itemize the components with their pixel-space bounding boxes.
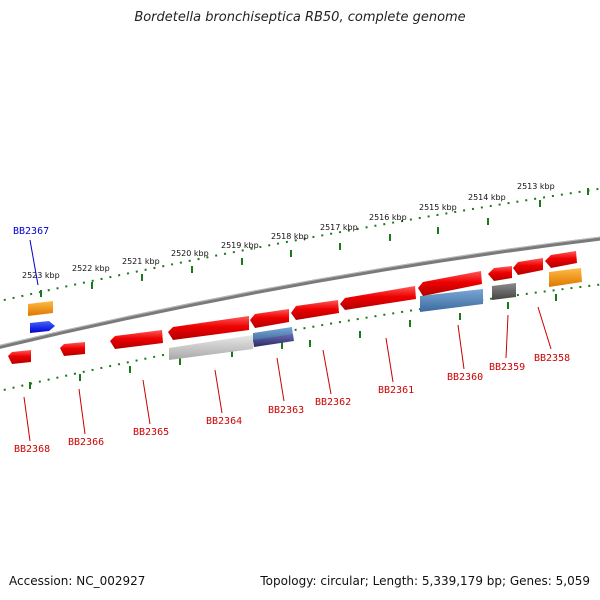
gene-label-bb2367[interactable]: BB2367 xyxy=(13,226,49,237)
gene-label-bb2364[interactable]: BB2364 xyxy=(206,416,242,427)
gene-bb2364-grey[interactable] xyxy=(169,335,253,360)
map-title: Bordetella bronchiseptica RB50, complete… xyxy=(134,10,466,25)
label-leaders xyxy=(23,239,552,442)
genome-backbone xyxy=(0,236,600,349)
gene-bb2362[interactable] xyxy=(291,300,339,320)
gene-bb2358-left[interactable] xyxy=(513,258,543,275)
gene-label-bb2362[interactable]: BB2362 xyxy=(315,397,351,408)
gene-bb2359[interactable] xyxy=(488,266,512,281)
gene-bb2359-grey[interactable] xyxy=(492,283,516,300)
gene-bb2360-steel[interactable] xyxy=(420,289,483,312)
topology-text: Topology: circular; Length: 5,339,179 bp… xyxy=(260,574,590,588)
scale-label: 2516 kbp xyxy=(369,213,407,222)
scale-label: 2515 kbp xyxy=(419,203,457,212)
scale-label: 2518 kbp xyxy=(271,232,309,241)
gene-orange-left[interactable] xyxy=(28,301,53,316)
gene-features-red[interactable] xyxy=(8,251,577,364)
gene-label-bb2361[interactable]: BB2361 xyxy=(378,385,414,396)
scale-label: 2514 kbp xyxy=(468,193,506,202)
gene-label-bb2365[interactable]: BB2365 xyxy=(133,427,169,438)
gene-bb2367[interactable] xyxy=(30,321,55,333)
gene-bb2360[interactable] xyxy=(418,271,482,296)
gene-bb2364[interactable] xyxy=(168,316,249,340)
scale-label: 2522 kbp xyxy=(72,264,110,273)
scale-label: 2517 kbp xyxy=(320,223,358,232)
gene-label-bb2359[interactable]: BB2359 xyxy=(489,362,525,373)
gene-bb2358-orange[interactable] xyxy=(549,268,582,287)
major-ticks xyxy=(29,188,589,389)
accession-text: Accession: NC_002927 xyxy=(9,574,146,588)
scale-track-lower xyxy=(0,283,600,392)
gene-label-bb2366[interactable]: BB2366 xyxy=(68,437,104,448)
gene-label-bb2363[interactable]: BB2363 xyxy=(268,405,304,416)
gene-bb2366[interactable] xyxy=(60,342,85,356)
scale-label: 2513 kbp xyxy=(517,182,555,191)
gene-label-bb2358[interactable]: BB2358 xyxy=(534,353,570,364)
gene-bb2368[interactable] xyxy=(8,350,31,364)
scale-label: 2519 kbp xyxy=(221,241,259,250)
gene-bb2365[interactable] xyxy=(110,330,163,349)
scale-label: 2520 kbp xyxy=(171,249,209,258)
gene-bb2358[interactable] xyxy=(545,251,577,268)
gene-label-bb2368[interactable]: BB2368 xyxy=(14,444,50,455)
gene-bb2363[interactable] xyxy=(250,309,289,328)
gene-bb2363-navy[interactable] xyxy=(253,334,294,347)
scale-label: 2523 kbp xyxy=(22,271,60,280)
gene-bb2361[interactable] xyxy=(340,286,416,310)
gene-bb2363-steel[interactable] xyxy=(253,327,293,342)
gene-label-bb2360[interactable]: BB2360 xyxy=(447,372,483,383)
gene-features-upper[interactable] xyxy=(28,268,582,333)
scale-label: 2521 kbp xyxy=(122,257,160,266)
gene-features-lower[interactable] xyxy=(169,327,294,360)
